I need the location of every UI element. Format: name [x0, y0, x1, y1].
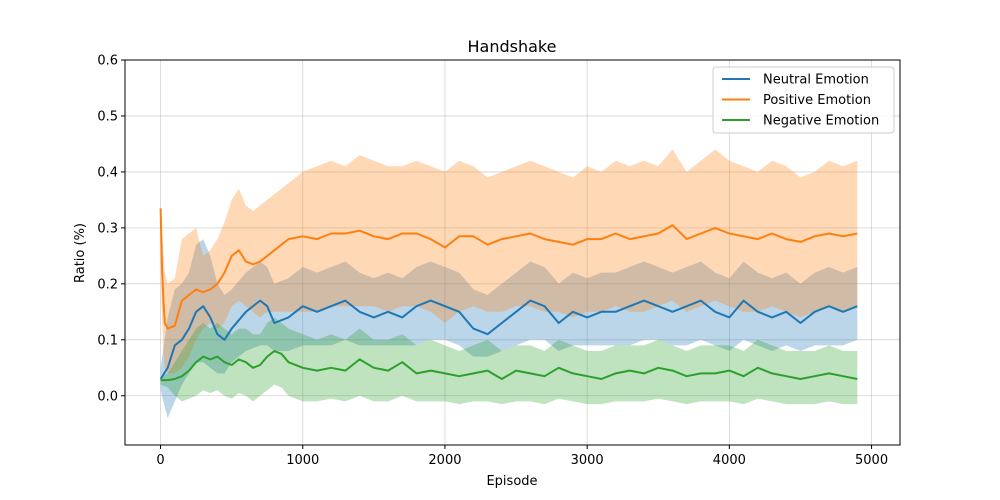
negative-emotion-band [160, 317, 858, 405]
x-tick-label: 1000 [286, 453, 319, 468]
neutral-emotion-line [159, 299, 858, 380]
y-axis-label: Ratio (%) [73, 223, 88, 283]
y-tick-label: 0.1 [97, 333, 118, 348]
positive-emotion-line [159, 208, 858, 330]
grid [125, 59, 900, 445]
legend-box [712, 66, 895, 134]
neutral-emotion-band [160, 239, 858, 419]
x-tick-label: 2000 [428, 453, 461, 468]
x-axis: 0 1000 2000 3000 4000 5000 [156, 445, 888, 468]
confidence-bands [160, 149, 858, 419]
y-axis: 0.0 0.1 0.2 0.3 0.4 0.5 0.6 [97, 54, 125, 404]
x-axis-label: Episode [486, 474, 537, 489]
chart-title: Handshake [468, 37, 557, 56]
y-tick-label: 0.0 [97, 389, 118, 404]
positive-emotion-band [160, 149, 858, 374]
x-tick-label: 0 [156, 453, 164, 468]
negative-emotion-line [160, 350, 858, 382]
y-tick-label: 0.4 [97, 165, 118, 180]
x-tick-label: 4000 [713, 453, 746, 468]
series-lines [159, 208, 858, 382]
legend-label-negative-emotion: Negative Emotion [763, 114, 879, 129]
legend: Neutral Emotion Positive Emotion Negative … [712, 66, 895, 134]
legend-label-positive-emotion: Positive Emotion [763, 93, 871, 108]
y-tick-label: 0.5 [97, 109, 118, 124]
y-tick-label: 0.6 [97, 54, 118, 69]
legend-label-neutral-emotion: Neutral Emotion [763, 73, 869, 88]
plot-frame [124, 59, 901, 446]
y-tick-label: 0.3 [97, 221, 118, 236]
x-tick-label: 3000 [571, 453, 604, 468]
x-tick-label: 5000 [855, 453, 888, 468]
y-tick-label: 0.2 [97, 277, 118, 292]
